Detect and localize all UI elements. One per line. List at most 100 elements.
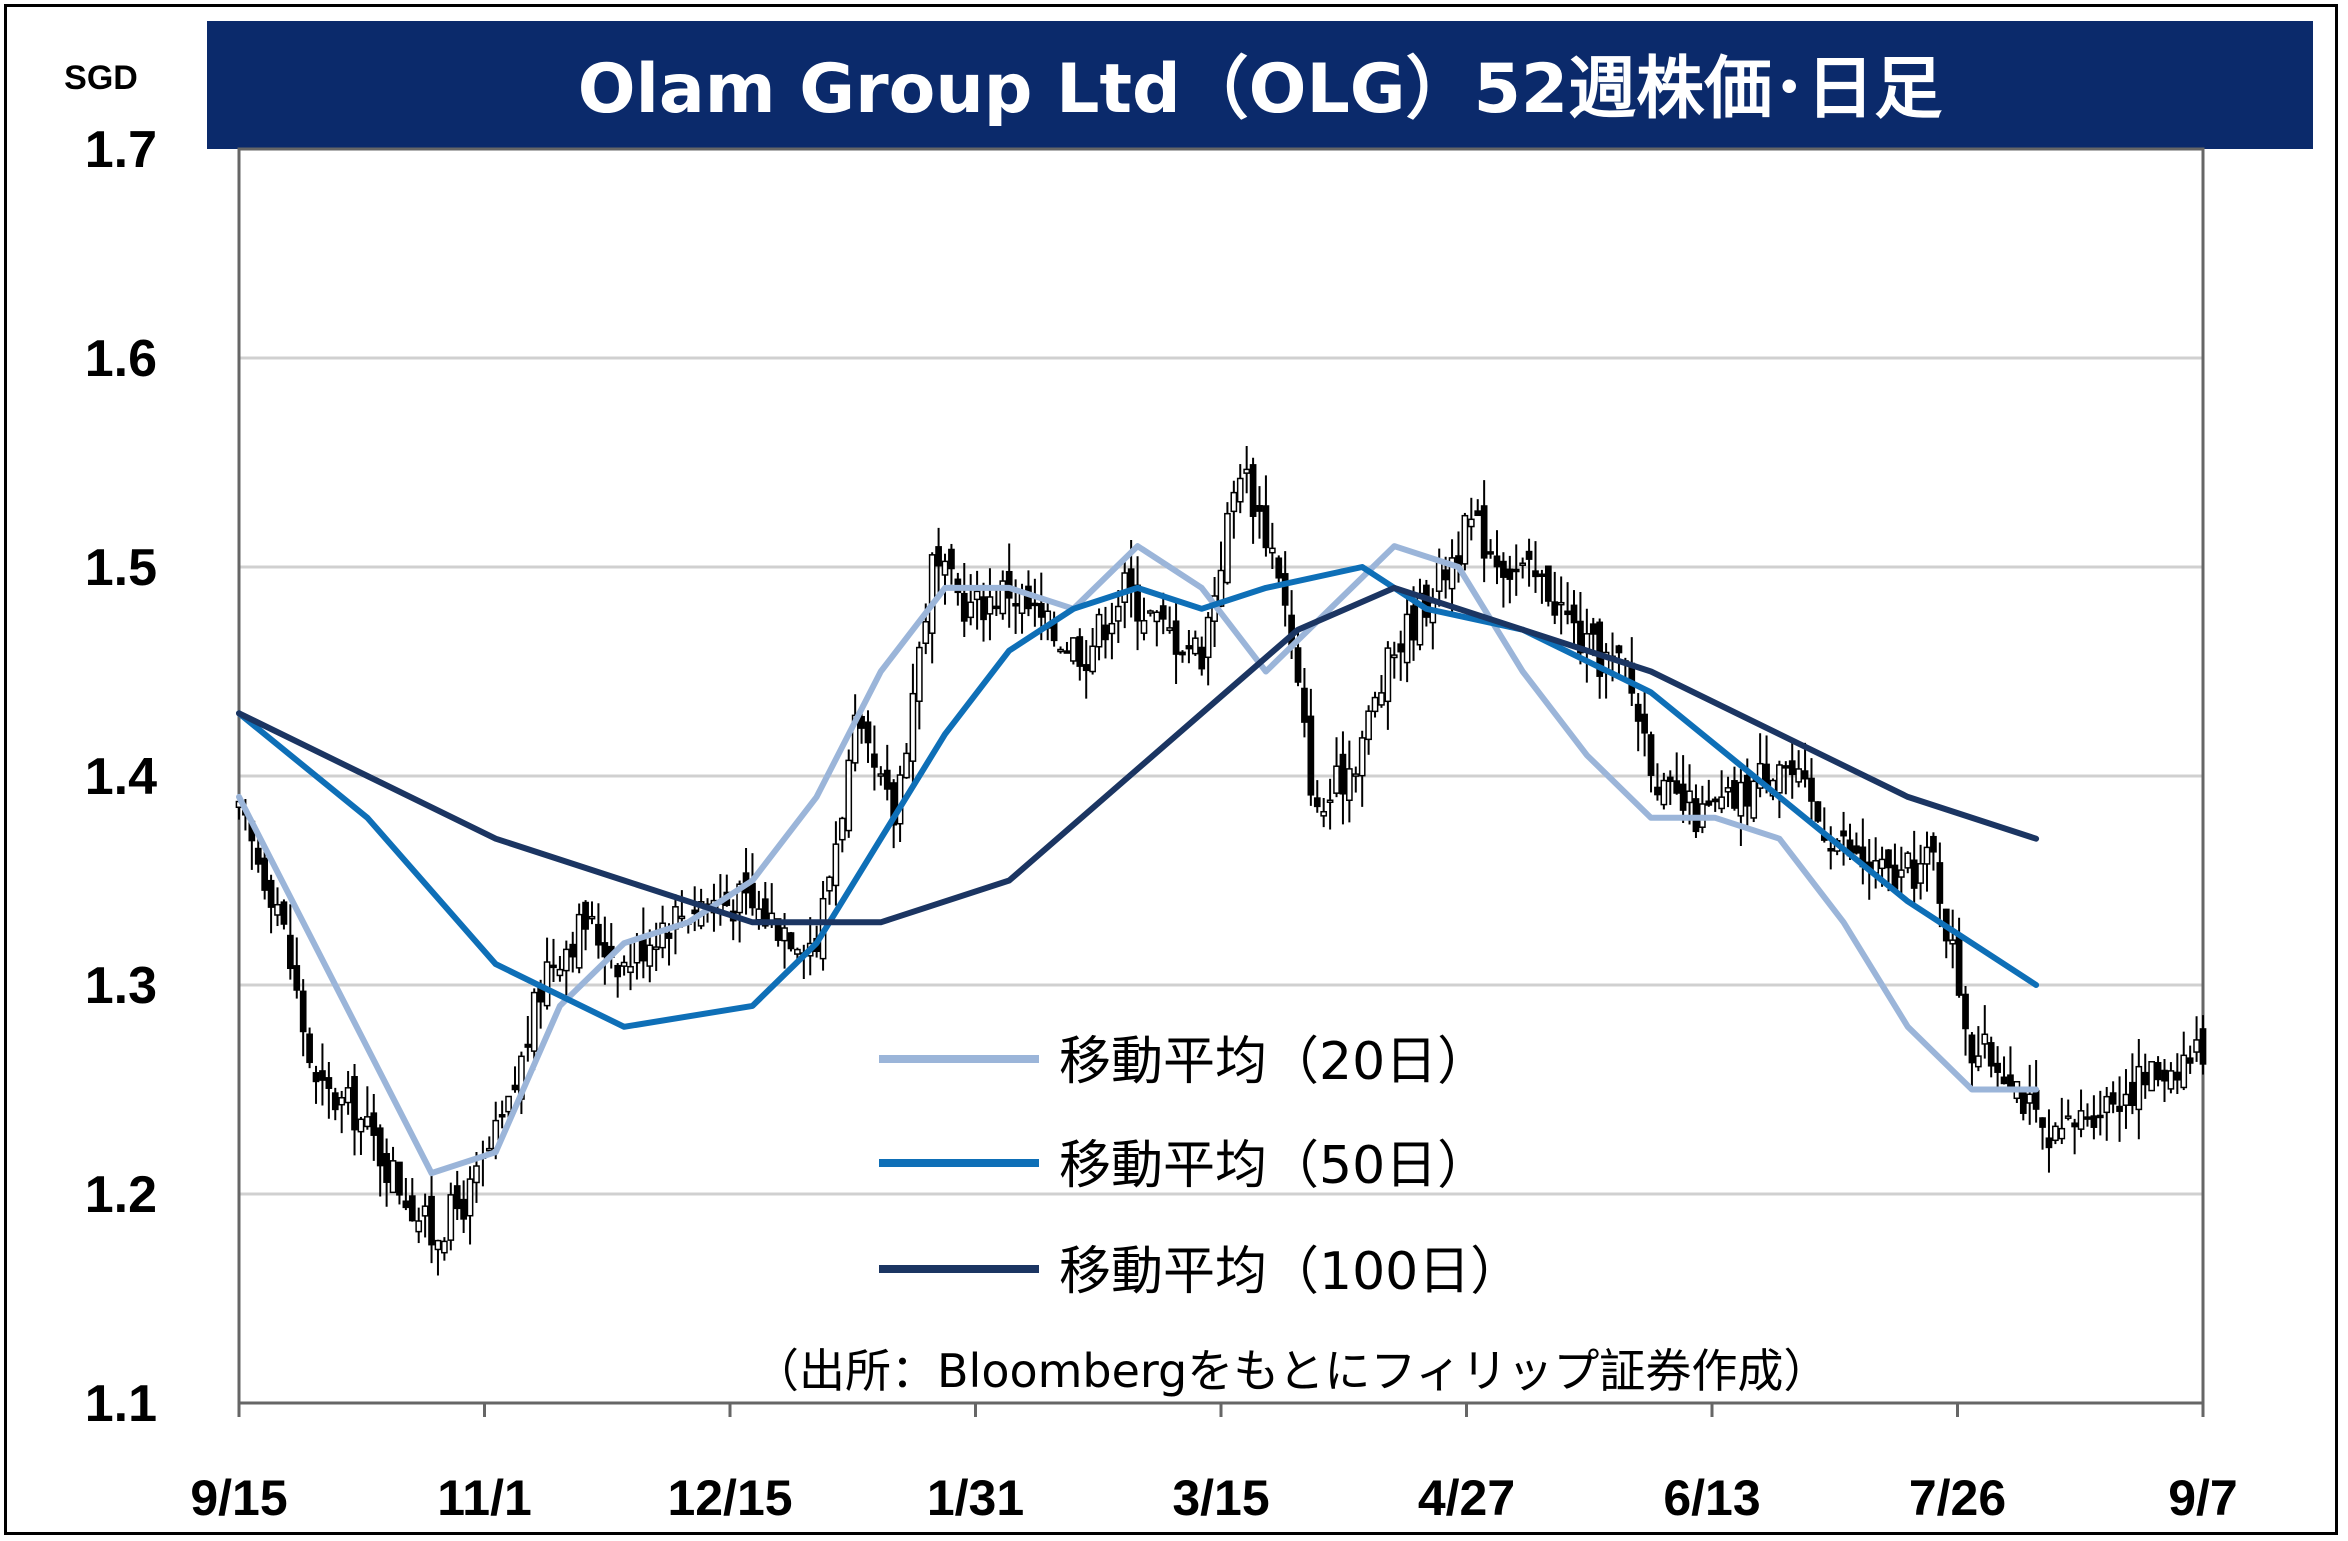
candle: [2007, 1046, 2014, 1093]
candle: [1641, 687, 1648, 757]
y-tick-label: 1.3: [85, 957, 157, 1015]
candle-body: [736, 883, 743, 914]
candle: [1654, 763, 1661, 801]
candle-body: [2193, 1039, 2200, 1053]
candle: [376, 1124, 384, 1197]
candle: [2077, 1089, 2085, 1138]
candle-body: [980, 596, 987, 621]
candle-body: [2090, 1115, 2098, 1128]
candle: [434, 1239, 442, 1276]
candle: [1230, 480, 1238, 539]
candle: [1737, 769, 1745, 846]
candle: [1519, 557, 1527, 579]
candle-body: [1743, 774, 1751, 807]
candle: [389, 1146, 397, 1194]
candle-body: [1487, 551, 1494, 555]
candle: [479, 1140, 487, 1187]
candle: [787, 931, 795, 952]
candle-body: [2129, 1081, 2136, 1107]
candle-body: [460, 1198, 467, 1220]
candle: [1962, 985, 1969, 1056]
chart-frame: Olam Group Ltd（OLG）52週株価･日足 SGD 1.1 1.2 1.…: [4, 4, 2338, 1535]
candle-body: [2058, 1127, 2066, 1140]
candle: [312, 1065, 320, 1104]
candle-body: [1268, 547, 1276, 554]
candle: [1557, 576, 1565, 635]
candle: [1660, 772, 1668, 810]
candle-body: [691, 909, 699, 915]
candle-body: [838, 817, 846, 841]
y-tick-label: 1.1: [85, 1375, 157, 1433]
candle: [1512, 544, 1520, 596]
candle-body: [569, 943, 577, 958]
source-note: （出所：Bloombergをもとにフィリップ証券作成）: [753, 1344, 1829, 1398]
candle-body: [922, 621, 930, 644]
candle-body: [794, 948, 801, 955]
candle: [1217, 541, 1225, 608]
candle-body: [1801, 770, 1809, 780]
candle: [2103, 1086, 2111, 1141]
candle-body: [2077, 1110, 2085, 1130]
candle-body: [781, 927, 788, 942]
candle-body: [2135, 1065, 2143, 1111]
candle: [261, 848, 269, 900]
candle-body: [1217, 569, 1225, 607]
candle: [1955, 917, 1963, 998]
candle: [2026, 1064, 2034, 1125]
candle-body: [1949, 939, 1957, 945]
candle-body: [1564, 610, 1571, 616]
candle: [1371, 691, 1379, 718]
candle: [832, 821, 840, 906]
candle: [1262, 475, 1270, 557]
candle: [2071, 1118, 2078, 1155]
candle: [1936, 842, 1944, 928]
candle-body: [441, 1240, 448, 1254]
candle-body: [293, 965, 301, 991]
candle-body: [1031, 602, 1039, 607]
candle-body: [1634, 703, 1642, 722]
candle: [1731, 766, 1738, 811]
candle-body: [2116, 1105, 2123, 1112]
candle: [1423, 579, 1430, 627]
candle: [1275, 555, 1283, 586]
candle: [1891, 843, 1899, 893]
candle: [999, 570, 1007, 620]
candle: [325, 1062, 333, 1119]
ma20-line: [236, 543, 2040, 1177]
candle: [838, 816, 846, 853]
candle-body: [595, 923, 602, 946]
candle: [524, 1015, 532, 1062]
candle-body: [1557, 601, 1565, 606]
candle-body: [858, 715, 865, 729]
candle-body: [2026, 1093, 2034, 1104]
candle: [274, 887, 281, 927]
candle-body: [999, 580, 1007, 615]
candle-body: [575, 913, 583, 969]
candle-body: [389, 1160, 397, 1194]
candle-body: [1673, 780, 1681, 794]
candle-body: [338, 1097, 346, 1106]
candle: [691, 886, 699, 932]
candle-body: [2032, 1089, 2040, 1110]
candle: [1204, 611, 1212, 686]
legend-label-ma20: 移動平均（20日）: [1059, 1032, 1489, 1092]
candle: [453, 1170, 461, 1221]
candle: [2180, 1031, 2188, 1091]
candle: [1544, 565, 1552, 607]
candle: [447, 1182, 455, 1251]
candle: [1487, 539, 1494, 559]
candle: [1814, 801, 1822, 823]
candle-body: [1788, 760, 1796, 776]
candle: [2129, 1053, 2136, 1115]
legend: 移動平均（20日） 移動平均（50日） 移動平均（100日）: [879, 1032, 1522, 1302]
candlesticks: [235, 446, 2207, 1276]
candle: [1795, 750, 1802, 788]
candle: [1570, 590, 1578, 648]
candle: [556, 955, 564, 982]
candle-body: [1057, 648, 1064, 653]
candle: [2141, 1053, 2149, 1099]
candle-body: [1262, 505, 1270, 549]
candle-body: [1191, 637, 1199, 655]
candle-body: [1493, 555, 1501, 568]
candle: [1114, 590, 1122, 643]
